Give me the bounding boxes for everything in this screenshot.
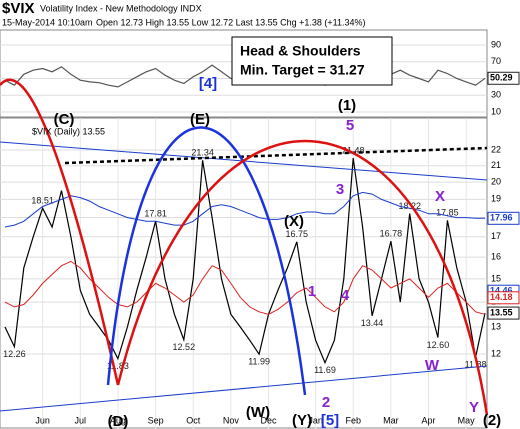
x-tick-label: Jun — [35, 415, 50, 425]
wave-label: (X) — [284, 213, 304, 230]
symbol: $VIX — [2, 0, 35, 17]
price-flag — [487, 306, 520, 320]
wave-label: (C) — [54, 111, 75, 128]
value-label: 11.99 — [248, 357, 270, 367]
wave-label: 3 — [336, 181, 344, 198]
y-tick-label: 30 — [491, 90, 501, 100]
y-tick-label: 15 — [491, 273, 501, 283]
y-tick-label: 12 — [491, 348, 501, 358]
value-label: 18.51 — [31, 196, 54, 206]
y-tick-label: 20 — [491, 176, 501, 186]
price-flag-label: 14.18 — [490, 292, 513, 302]
value-label: 13.44 — [361, 318, 384, 328]
value-label: 11.83 — [107, 361, 129, 371]
x-tick-label: Sep — [148, 415, 164, 425]
legend: $VIX (Daily) 13.55 — [32, 126, 105, 136]
price-flag-label: 13.55 — [490, 307, 513, 317]
arc — [0, 78, 120, 386]
x-tick-label: May — [458, 415, 476, 425]
y-tick-label: 17 — [491, 231, 501, 241]
y-tick-label: 90 — [491, 39, 501, 49]
price-flag — [487, 291, 520, 305]
value-label: 18.22 — [398, 201, 421, 211]
x-tick-label: Dec — [261, 415, 278, 425]
callout-line: Min. Target = 31.27 — [240, 62, 365, 78]
x-tick-label: Jan — [308, 415, 323, 425]
x-tick-label: Mar — [383, 415, 399, 425]
wave-label: W — [425, 357, 440, 374]
price-flag-label: 17.96 — [490, 213, 513, 223]
wave-label: (Y) — [292, 412, 312, 429]
y-tick-label: 22 — [491, 144, 501, 154]
price-flag-label: 14.46 — [490, 286, 513, 296]
y-tick-label: 16 — [491, 252, 501, 262]
value-label: 11.88 — [465, 360, 487, 370]
value-label: 12.26 — [3, 349, 26, 359]
neckline — [64, 146, 488, 165]
quote: Open 12.73 High 13.55 Low 12.72 Last 13.… — [96, 17, 366, 27]
x-tick-label: Jul — [75, 415, 87, 425]
x-tick-label: Nov — [223, 415, 240, 425]
x-tick-label: Apr — [422, 415, 436, 425]
series-line — [4, 260, 486, 315]
annotations: $VIX (Daily) 13.55 Head & Shoulders Min. T… — [0, 36, 501, 429]
y-tick-label: 21 — [491, 160, 501, 170]
value-label: 17.85 — [436, 208, 459, 218]
price-flag-label: 50.29 — [490, 73, 513, 83]
value-label: 16.78 — [380, 229, 403, 239]
wave-label: 2 — [322, 394, 330, 411]
y-tick-label: 13 — [491, 321, 501, 331]
callout-line: Head & Shoulders — [240, 43, 361, 59]
wave-label: [5] — [321, 412, 339, 429]
wave-label: (1) — [338, 97, 356, 114]
price-flag — [487, 71, 520, 85]
price-panel — [0, 117, 488, 429]
wave-label: (E) — [190, 111, 210, 128]
arc — [106, 126, 307, 396]
value-label: 21.34 — [191, 148, 214, 158]
wave-label: 5 — [346, 117, 354, 134]
wave-label: (W) — [246, 404, 270, 421]
wave-label: 4 — [341, 287, 350, 304]
x-tick-label: Oct — [186, 415, 201, 425]
y-tick-label: 19 — [491, 194, 501, 204]
y-tick-label: 70 — [491, 56, 501, 66]
price-flag — [487, 211, 520, 225]
index-name: Volatility Index - New Methodology INDX — [40, 3, 202, 13]
wave-label: 1 — [308, 283, 316, 300]
x-tick-label: Aug — [110, 415, 126, 425]
series-line — [4, 158, 486, 365]
wave-label: (D) — [108, 413, 129, 429]
callout-box — [231, 36, 393, 86]
value-label: 11.69 — [314, 365, 336, 375]
trendline — [0, 365, 488, 412]
value-label: 16.75 — [285, 229, 308, 239]
value-label: 21.48 — [342, 145, 365, 155]
value-label: 12.60 — [427, 340, 450, 350]
series-line — [4, 191, 485, 228]
rsi-panel — [0, 29, 488, 118]
value-label: 12.52 — [173, 342, 196, 352]
date: 15-May-2014 10:10am — [2, 17, 93, 27]
value-label: 17.81 — [144, 209, 167, 219]
x-tick-label: Feb — [345, 415, 361, 425]
y-tick-label: 10 — [491, 106, 501, 116]
wave-label: [4] — [199, 75, 217, 92]
wave-label: Y — [469, 399, 479, 416]
wave-label: X — [435, 188, 445, 205]
arc — [116, 139, 489, 416]
wave-label: (2) — [483, 412, 501, 429]
